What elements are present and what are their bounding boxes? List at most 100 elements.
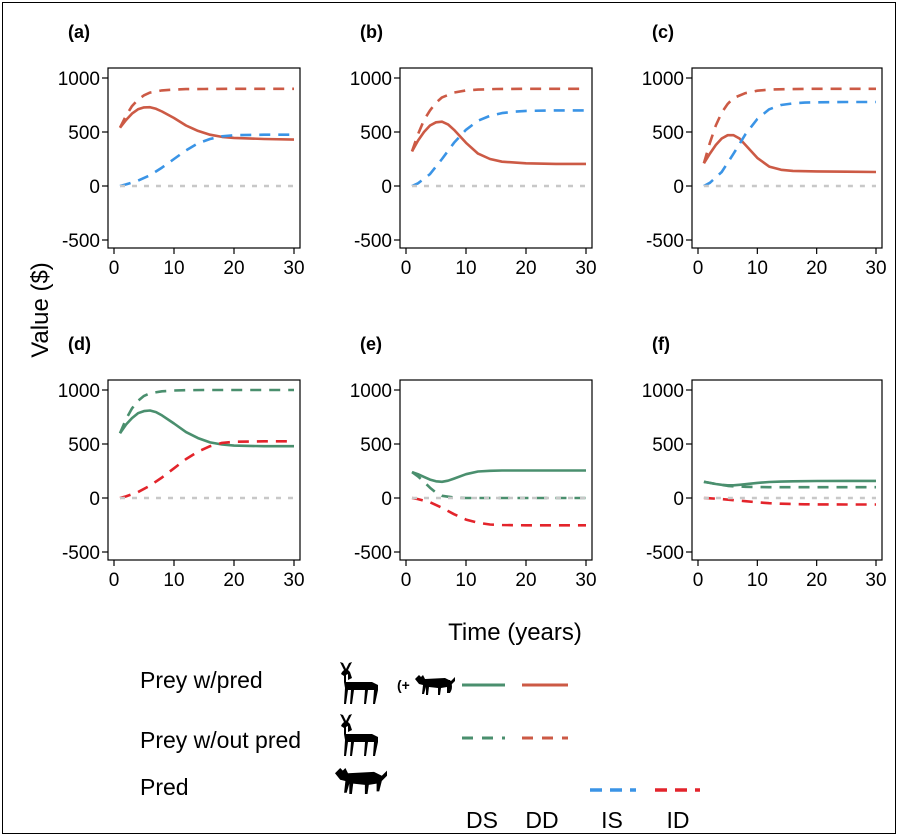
y-tick-label: 500	[652, 123, 684, 144]
x-tick-label: 0	[401, 570, 412, 591]
legend: Prey w/pred (+ ) Prey w/out pred Pred DS…	[140, 662, 700, 833]
y-tick-label: 0	[89, 489, 100, 510]
series-line-ds-solid	[703, 479, 876, 487]
legend-wolf-suffix: )	[448, 677, 453, 693]
series-line-is-dashed	[119, 133, 294, 188]
legend-label-prey-with-pred: Prey w/pred	[140, 667, 263, 693]
y-tick-label: 500	[652, 435, 684, 456]
panel-b: (b) -500 0 500 1000 0 10 20 30	[350, 22, 597, 279]
panel-label: (d)	[68, 334, 91, 354]
y-tick-label: -500	[354, 231, 392, 252]
y-tick-label: 0	[673, 177, 684, 198]
y-tick-label: 500	[68, 123, 100, 144]
y-tick-label: 1000	[642, 381, 684, 402]
panel-d: (d) -500 0 500 1000 0 10 20 30	[58, 334, 305, 591]
panel-a: (a) -500 0 500 1000 0 10 20 30	[58, 22, 305, 279]
legend-column-id: ID	[667, 807, 690, 833]
y-tick-label: -500	[646, 231, 684, 252]
plot-box	[691, 379, 883, 561]
series-line-dd-dashed	[118, 87, 294, 129]
x-tick-label: 0	[693, 570, 704, 591]
series-line-ds-dashed	[411, 471, 586, 500]
series-line-ds-solid	[411, 469, 586, 484]
x-tick-label: 0	[109, 570, 120, 591]
x-tick-label: 10	[747, 258, 768, 279]
x-axis-title: Time (years)	[448, 619, 582, 646]
y-tick-label: 1000	[350, 381, 392, 402]
plot-box	[691, 67, 883, 249]
x-tick-label: 0	[401, 258, 412, 279]
x-tick-label: 20	[806, 570, 827, 591]
panel-f: (f) -500 0 500 1000 0 10 20 30	[642, 334, 887, 591]
series-line-is-dashed	[411, 109, 586, 188]
panel-label: (e)	[360, 334, 382, 354]
series-line-dd-solid	[410, 120, 586, 166]
x-tick-label: 0	[109, 258, 120, 279]
x-tick-label: 10	[163, 570, 184, 591]
panel-c: (c) -500 0 500 1000 0 10 20 30	[642, 22, 887, 279]
y-tick-label: 0	[89, 177, 100, 198]
plot-box	[399, 379, 593, 561]
legend-column-is: IS	[601, 807, 623, 833]
y-tick-label: 0	[381, 177, 392, 198]
x-tick-label: 30	[575, 258, 596, 279]
y-tick-label: 500	[68, 435, 100, 456]
legend-label-pred: Pred	[140, 774, 189, 800]
plot-box	[107, 67, 301, 249]
x-tick-label: 30	[865, 258, 886, 279]
y-tick-label: -500	[62, 231, 100, 252]
x-tick-label: 20	[515, 570, 536, 591]
plot-box	[399, 67, 593, 249]
y-tick-label: 0	[673, 489, 684, 510]
legend-wolf-prefix: (+	[397, 677, 410, 693]
y-tick-label: -500	[646, 543, 684, 564]
x-tick-label: 20	[806, 258, 827, 279]
wolf-icon	[415, 675, 455, 695]
x-tick-label: 20	[515, 258, 536, 279]
series-line-dd-dashed	[702, 87, 876, 164]
legend-column-dd: DD	[525, 807, 558, 833]
x-tick-label: 30	[865, 570, 886, 591]
x-tick-label: 30	[575, 570, 596, 591]
series-line-id-dashed	[119, 439, 294, 500]
series-line-ds-dashed	[118, 388, 294, 434]
y-tick-label: 1000	[58, 69, 100, 90]
series-line-id-dashed	[703, 496, 876, 506]
x-tick-label: 20	[223, 570, 244, 591]
series-line-id-dashed	[411, 496, 586, 527]
y-tick-label: 1000	[58, 381, 100, 402]
x-tick-label: 30	[283, 258, 304, 279]
series-line-ds-solid	[118, 409, 294, 448]
panel-e: (e) -500 0 500 1000 0 10 20 30	[350, 334, 597, 591]
x-tick-label: 20	[223, 258, 244, 279]
panel-label: (c)	[652, 22, 674, 42]
y-tick-label: -500	[62, 543, 100, 564]
legend-label-prey-without-pred: Prey w/out pred	[140, 727, 301, 753]
y-tick-label: 500	[360, 435, 392, 456]
y-tick-label: -500	[354, 543, 392, 564]
y-axis-title: Value ($)	[27, 262, 54, 358]
legend-column-ds: DS	[466, 807, 498, 833]
series-line-dd-solid	[118, 105, 295, 141]
x-tick-label: 10	[455, 570, 476, 591]
panel-label: (a)	[68, 22, 90, 42]
panel-label: (f)	[652, 334, 670, 354]
x-tick-label: 10	[455, 258, 476, 279]
panel-label: (b)	[360, 22, 383, 42]
y-tick-label: 1000	[642, 69, 684, 90]
y-tick-label: 1000	[350, 69, 392, 90]
x-tick-label: 10	[747, 570, 768, 591]
plot-box	[107, 379, 301, 561]
series-line-is-dashed	[703, 100, 876, 188]
x-tick-label: 0	[693, 258, 704, 279]
y-tick-label: 0	[381, 489, 392, 510]
x-tick-label: 30	[283, 570, 304, 591]
series-line-dd-solid	[702, 133, 877, 174]
series-line-dd-dashed	[410, 87, 586, 152]
x-tick-label: 10	[163, 258, 184, 279]
deer-icon	[340, 662, 378, 704]
deer-icon	[340, 714, 378, 756]
